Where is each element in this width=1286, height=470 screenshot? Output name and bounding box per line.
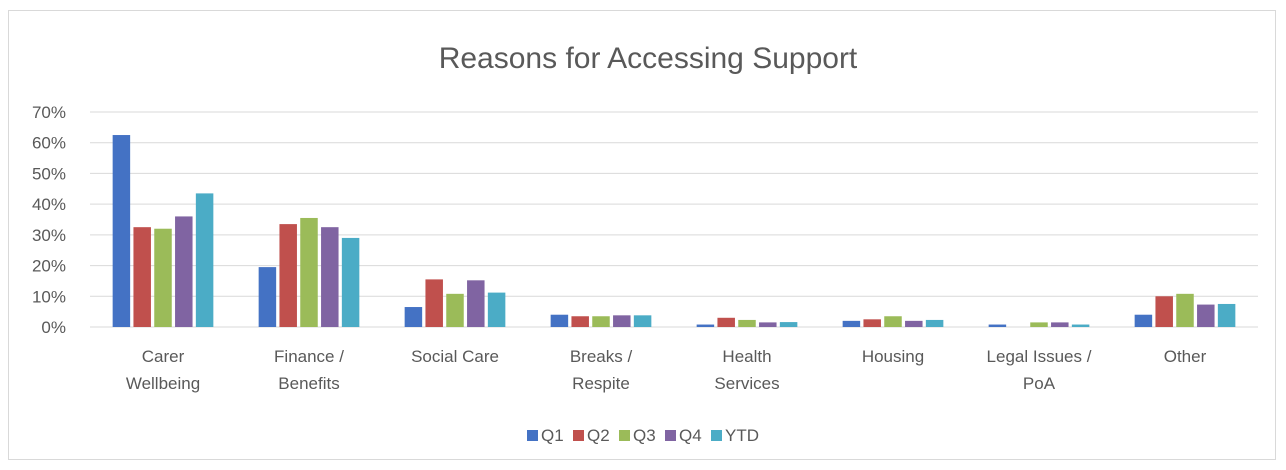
bar-q1-4: [696, 324, 715, 327]
bar-ytd-1: [341, 237, 360, 327]
bar-q2-1: [279, 224, 297, 327]
y-tick-label: 60%: [32, 134, 66, 153]
bar-q3-4: [738, 319, 756, 327]
legend-swatch-q1: [527, 430, 538, 441]
bar-q2-4: [717, 317, 735, 327]
bar-ytd-3: [633, 315, 652, 327]
legend-label: Q1: [541, 426, 564, 445]
bar-q1-7: [1134, 314, 1153, 327]
legend-label: YTD: [725, 426, 759, 445]
y-tick-label: 10%: [32, 287, 66, 306]
y-tick-label: 20%: [32, 257, 66, 276]
category-label: PoA: [1023, 374, 1056, 393]
category-label: Respite: [572, 374, 630, 393]
bar-q1-3: [550, 314, 569, 327]
category-label: Social Care: [411, 347, 499, 366]
bar-q3-7: [1176, 293, 1194, 327]
category-label: Carer: [142, 347, 185, 366]
category-label: Housing: [862, 347, 924, 366]
bar-q3-5: [884, 316, 902, 327]
bar-q4-3: [613, 315, 631, 327]
legend-swatch-q4: [665, 430, 676, 441]
bar-ytd-4: [779, 322, 798, 327]
bar-ytd-0: [195, 193, 214, 327]
category-label: Services: [714, 374, 779, 393]
bar-q3-0: [154, 228, 172, 327]
category-label: Legal Issues /: [987, 347, 1092, 366]
chart-title: Reasons for Accessing Support: [439, 42, 858, 75]
bar-q3-3: [592, 316, 610, 327]
bar-ytd-5: [925, 319, 944, 327]
legend-label: Q3: [633, 426, 656, 445]
x-axis-categories: Carer Wellbeing Finance / Benefits Social Ca…: [126, 347, 1207, 393]
category-label: Other: [1164, 347, 1207, 366]
y-tick-label: 70%: [32, 103, 66, 122]
bar-q2-7: [1155, 296, 1173, 327]
bar-ytd-2: [487, 292, 506, 327]
bar-q3-6: [1030, 322, 1048, 327]
bar-q1-1: [258, 267, 277, 327]
bar-q2-3: [571, 316, 589, 327]
bar-q4-2: [467, 280, 485, 327]
bar-q4-5: [905, 320, 923, 327]
category-label: Health: [722, 347, 771, 366]
bars: [112, 135, 1236, 327]
bar-q1-5: [842, 320, 861, 327]
legend-label: Q4: [679, 426, 702, 445]
bar-q4-7: [1197, 304, 1215, 327]
legend-swatch-ytd: [711, 430, 722, 441]
category-label: Benefits: [278, 374, 339, 393]
bar-q4-4: [759, 322, 777, 327]
y-tick-label: 40%: [32, 195, 66, 214]
category-label: Breaks /: [570, 347, 633, 366]
bar-q4-6: [1051, 322, 1069, 327]
bar-q1-2: [404, 307, 423, 327]
bar-q1-0: [112, 135, 131, 327]
bar-ytd-6: [1071, 324, 1090, 327]
bar-q3-1: [300, 217, 318, 327]
category-label: Wellbeing: [126, 374, 200, 393]
bar-q2-5: [863, 319, 881, 327]
y-tick-label: 30%: [32, 226, 66, 245]
bar-q2-2: [425, 279, 443, 327]
y-tick-label: 0%: [41, 318, 66, 337]
bar-q4-0: [175, 216, 193, 327]
bar-q2-0: [133, 227, 151, 327]
legend-swatch-q2: [573, 430, 584, 441]
bar-q3-2: [446, 293, 464, 327]
legend-label: Q2: [587, 426, 610, 445]
bar-q4-1: [321, 227, 339, 327]
bar-ytd-7: [1217, 303, 1236, 327]
y-tick-label: 50%: [32, 164, 66, 183]
y-axis-ticks: 0% 10% 20% 30% 40% 50% 60% 70%: [32, 103, 66, 337]
legend-swatch-q3: [619, 430, 630, 441]
category-label: Finance /: [274, 347, 344, 366]
bar-q1-6: [988, 324, 1007, 327]
legend: Q1 Q2 Q3 Q4 YTD: [527, 426, 759, 445]
